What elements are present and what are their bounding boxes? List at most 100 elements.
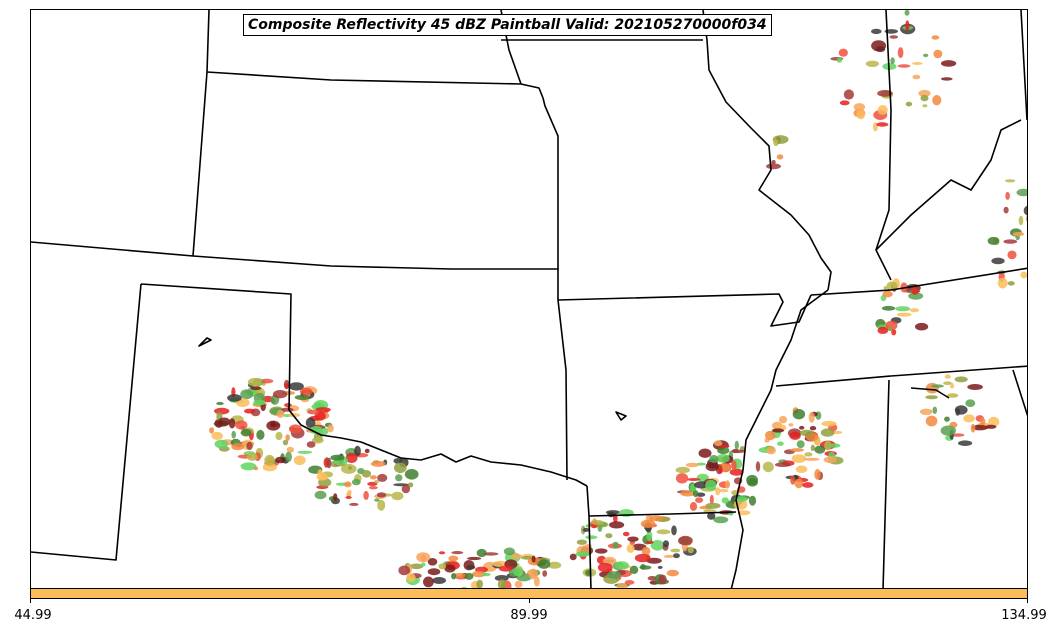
reflectivity-blob <box>575 551 590 557</box>
reflectivity-blob <box>915 322 929 331</box>
reflectivity-blob <box>772 428 785 433</box>
reflectivity-blob <box>626 544 635 553</box>
reflectivity-blob <box>895 306 911 312</box>
state-boundaries-layer <box>31 10 1027 588</box>
state-border-alabama-georgia <box>1012 369 1027 417</box>
state-border-nebraska-kansas <box>206 71 544 99</box>
reflectivity-blob <box>804 452 813 457</box>
reflectivity-blob <box>814 469 821 480</box>
reflectivity-blob <box>729 468 744 476</box>
reflectivity-blob <box>1007 250 1017 260</box>
reflectivity-blob <box>369 486 378 490</box>
reflectivity-blob <box>305 417 316 429</box>
reflectivity-blob <box>933 49 943 59</box>
reflectivity-blob <box>514 580 523 588</box>
reflectivity-blob <box>1004 179 1016 183</box>
reflectivity-blob <box>820 428 835 437</box>
reflectivity-blob <box>327 424 334 433</box>
reflectivity-blob <box>666 569 679 577</box>
reflectivity-blob <box>369 475 377 480</box>
reflectivity-blob <box>932 95 942 106</box>
reflectivity-blob <box>333 493 338 501</box>
reflectivity-blob <box>452 573 468 578</box>
reflectivity-blob <box>640 519 656 528</box>
lake-shape-1 <box>615 411 627 421</box>
reflectivity-blob <box>218 417 231 426</box>
reflectivity-blob <box>723 447 730 453</box>
reflectivity-blob <box>438 551 446 555</box>
reflectivity-blob <box>639 565 652 570</box>
reflectivity-blob <box>326 457 332 469</box>
reflectivity-blob <box>528 568 538 580</box>
reflectivity-blob <box>531 555 536 563</box>
reflectivity-blob <box>582 527 590 532</box>
reflectivity-blob <box>796 440 805 449</box>
reflectivity-blob <box>766 163 781 170</box>
reflectivity-blob <box>789 431 801 440</box>
reflectivity-blob <box>678 535 693 546</box>
reflectivity-blob <box>1020 271 1027 279</box>
reflectivity-blob <box>627 536 639 542</box>
reflectivity-blob <box>1005 191 1010 200</box>
reflectivity-blob <box>764 430 776 441</box>
reflectivity-blob <box>282 439 289 446</box>
reflectivity-blob <box>464 572 474 580</box>
reflectivity-blob <box>954 376 968 383</box>
reflectivity-blob <box>905 20 910 32</box>
reflectivity-blob <box>910 285 920 295</box>
reflectivity-blob <box>809 426 817 431</box>
reflectivity-blob <box>361 470 372 478</box>
reflectivity-blob <box>451 551 464 555</box>
reflectivity-blob <box>810 444 815 451</box>
reflectivity-blob <box>609 521 625 529</box>
reflectivity-blob <box>253 466 259 471</box>
reflectivity-blob <box>713 516 729 524</box>
reflectivity-blob <box>416 552 431 563</box>
reflectivity-blob <box>394 462 407 474</box>
reflectivity-blob <box>823 456 837 464</box>
reflectivity-blob <box>1003 206 1009 214</box>
reflectivity-blob <box>376 492 387 498</box>
reflectivity-blob <box>1018 215 1024 226</box>
colorbar-tick <box>529 599 530 603</box>
reflectivity-blob <box>794 478 804 489</box>
reflectivity-blob <box>865 60 880 67</box>
reflectivity-blob <box>629 565 639 574</box>
reflectivity-blob <box>1025 215 1027 222</box>
reflectivity-blob <box>330 454 345 461</box>
reflectivity-blob <box>492 560 509 568</box>
reflectivity-blob <box>597 562 613 573</box>
reflectivity-blob <box>209 427 215 434</box>
state-border-kansas-south <box>31 241 558 270</box>
reflectivity-blob <box>897 47 904 59</box>
reflectivity-blob <box>925 395 938 400</box>
reflectivity-blob <box>288 382 304 391</box>
reflectivity-blob <box>427 558 438 566</box>
reflectivity-blob <box>401 484 411 494</box>
reflectivity-blob <box>344 481 352 488</box>
reflectivity-blob <box>967 384 983 390</box>
reflectivity-blob <box>871 28 882 35</box>
reflectivity-blob <box>649 515 664 522</box>
reflectivity-blob <box>886 281 898 291</box>
reflectivity-blob <box>367 481 378 486</box>
state-border-kansas-missouri <box>542 97 559 300</box>
reflectivity-blob <box>585 535 598 540</box>
reflectivity-blob <box>284 383 289 389</box>
state-border-missouri-illinois <box>702 10 832 291</box>
reflectivity-blob <box>790 475 796 485</box>
reflectivity-blob <box>537 559 551 569</box>
reflectivity-blob <box>409 563 424 570</box>
reflectivity-blob <box>919 408 933 415</box>
reflectivity-blob <box>944 416 950 422</box>
reflectivity-blob <box>286 446 294 453</box>
reflectivity-blob <box>231 430 236 439</box>
reflectivity-blob <box>476 548 487 558</box>
reflectivity-blob <box>461 586 467 588</box>
reflectivity-blob <box>616 583 628 588</box>
reflectivity-blob <box>503 547 515 556</box>
reflectivity-blob <box>294 394 311 401</box>
reflectivity-blob <box>766 446 776 455</box>
reflectivity-blob <box>622 531 630 537</box>
reflectivity-blob <box>607 511 615 518</box>
